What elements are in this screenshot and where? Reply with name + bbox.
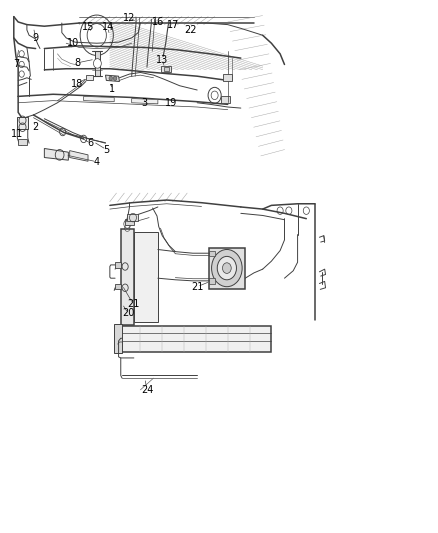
Text: 20: 20 <box>122 308 134 318</box>
Polygon shape <box>223 74 232 82</box>
Circle shape <box>109 76 113 80</box>
Polygon shape <box>221 96 230 103</box>
Polygon shape <box>121 229 134 325</box>
Text: 14: 14 <box>102 22 114 33</box>
Polygon shape <box>17 117 28 130</box>
Polygon shape <box>95 51 100 76</box>
Text: 7: 7 <box>13 60 19 69</box>
Polygon shape <box>115 262 121 268</box>
Text: 16: 16 <box>152 17 164 27</box>
Circle shape <box>113 76 117 80</box>
Text: 12: 12 <box>124 13 136 23</box>
Text: 8: 8 <box>74 58 80 68</box>
Text: 1: 1 <box>109 84 115 94</box>
Text: 6: 6 <box>87 138 93 148</box>
Polygon shape <box>106 75 120 82</box>
Circle shape <box>212 249 242 287</box>
Text: 18: 18 <box>71 79 83 89</box>
Text: 11: 11 <box>11 128 23 139</box>
Text: 17: 17 <box>167 20 179 30</box>
Text: 15: 15 <box>82 22 94 33</box>
Circle shape <box>217 256 237 280</box>
Text: 21: 21 <box>191 282 203 292</box>
Circle shape <box>223 263 231 273</box>
Polygon shape <box>115 284 121 289</box>
Text: 22: 22 <box>184 25 197 35</box>
Text: 24: 24 <box>141 385 153 395</box>
Text: 2: 2 <box>32 122 39 132</box>
Polygon shape <box>114 324 122 353</box>
Polygon shape <box>121 326 272 352</box>
Text: 9: 9 <box>32 33 39 43</box>
Text: 3: 3 <box>142 98 148 108</box>
Text: 19: 19 <box>165 98 177 108</box>
Polygon shape <box>209 251 215 256</box>
Text: 13: 13 <box>156 55 168 65</box>
Polygon shape <box>209 278 215 284</box>
Polygon shape <box>127 214 138 221</box>
Text: 21: 21 <box>127 298 139 309</box>
Polygon shape <box>44 149 68 160</box>
Polygon shape <box>70 151 88 161</box>
Text: 5: 5 <box>103 144 110 155</box>
Text: 10: 10 <box>67 38 79 48</box>
Polygon shape <box>84 96 114 102</box>
Polygon shape <box>161 66 171 72</box>
Polygon shape <box>209 248 245 289</box>
Polygon shape <box>86 75 93 80</box>
Circle shape <box>93 59 101 68</box>
Polygon shape <box>125 219 134 225</box>
Text: 4: 4 <box>94 157 100 167</box>
Polygon shape <box>134 232 158 322</box>
Polygon shape <box>18 139 27 146</box>
Polygon shape <box>164 67 169 71</box>
Polygon shape <box>132 99 158 104</box>
